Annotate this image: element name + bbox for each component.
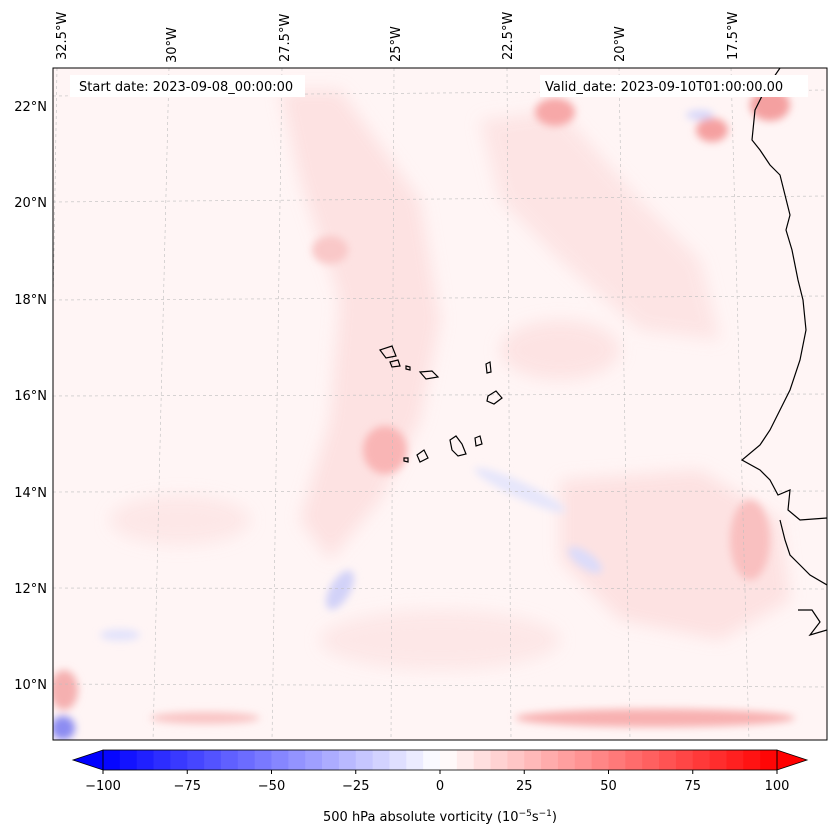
colorbar-cell	[103, 750, 121, 770]
colorbar-cell	[322, 750, 340, 770]
colorbar-cell	[288, 750, 306, 770]
colorbar-cell	[423, 750, 441, 770]
colorbar-cell	[574, 750, 593, 770]
lon-label-32-5: 32.5°W	[55, 12, 70, 60]
colorbar-low-extend	[71, 749, 104, 771]
colorbar-cell	[355, 750, 374, 770]
colorbar-cells	[103, 750, 778, 770]
colorbar-cell	[541, 750, 559, 770]
colorbar-cell	[625, 750, 643, 770]
colorbar-cell	[608, 750, 626, 770]
colorbar-cell	[271, 750, 289, 770]
start-date-box	[70, 75, 305, 97]
lat-label-10: 10°N	[14, 678, 47, 693]
colorbar-cell	[507, 750, 525, 770]
colorbar-cell	[456, 750, 475, 770]
colorbar-cell	[305, 750, 323, 770]
lat-label-12: 12°N	[14, 582, 47, 597]
map-frame	[52, 67, 828, 741]
latitude-labels: 22°N 20°N 18°N 16°N 14°N 12°N 10°N	[14, 100, 47, 693]
colorbar-tick-label: 50	[600, 779, 617, 794]
colorbar-cell	[709, 750, 728, 770]
vorticity-field: Start date: 2023-09-08_00:00:00 Valid_da…	[53, 68, 827, 740]
colorbar-cell	[490, 750, 508, 770]
colorbar-cell	[760, 750, 778, 770]
colorbar-ticks: −100 −75 −50 −25 0 25 50 75 100	[85, 770, 789, 794]
colorbar-cell	[153, 750, 171, 770]
colorbar-cell	[692, 750, 711, 770]
colorbar-tick-label: −25	[342, 779, 369, 794]
colorbar-cell	[557, 750, 576, 770]
colorbar-tick-label: −50	[258, 779, 285, 794]
gridlines	[53, 68, 827, 740]
colorbar-cell	[440, 750, 458, 770]
colorbar-tick-label: 25	[516, 779, 533, 794]
colorbar-tick-label: 75	[684, 779, 701, 794]
colorbar-cell	[406, 750, 424, 770]
valid-date-label: Valid_date: 2023-09-10T01:00:00.00	[545, 80, 783, 95]
colorbar-cell	[659, 750, 677, 770]
lon-label-20: 20°W	[613, 26, 628, 62]
valid-date-box	[540, 75, 808, 97]
colorbar-cell	[642, 750, 660, 770]
colorbar-tick-label: −75	[174, 779, 201, 794]
colorbar-cell	[204, 750, 222, 770]
colorbar-cell	[220, 750, 239, 770]
colorbar-cell	[338, 750, 357, 770]
colorbar-cell	[743, 750, 761, 770]
colorbar-cell	[237, 750, 256, 770]
lon-label-30: 30°W	[165, 27, 180, 63]
colorbar-cell	[591, 750, 610, 770]
lat-label-22: 22°N	[14, 100, 47, 115]
longitude-labels: 32.5°W 30°W 27.5°W 25°W 22.5°W 20°W 17.5…	[55, 12, 741, 63]
colorbar-cell	[372, 750, 391, 770]
colorbar-tick-label: 0	[436, 779, 444, 794]
colorbar-cell	[170, 750, 188, 770]
colorbar-cell	[119, 750, 138, 770]
start-date-label: Start date: 2023-09-08_00:00:00	[79, 80, 293, 95]
lat-label-20: 20°N	[14, 196, 47, 211]
colorbar-cell	[389, 750, 407, 770]
colorbar: −100 −75 −50 −25 0 25 50 75 100 500 hPa absolute…	[71, 749, 809, 825]
lon-label-22-5: 22.5°W	[501, 12, 516, 60]
coastline	[379, 68, 827, 637]
colorbar-cell	[187, 750, 205, 770]
colorbar-cell	[675, 750, 694, 770]
colorbar-cell	[254, 750, 273, 770]
lon-label-27-5: 27.5°W	[278, 14, 293, 62]
colorbar-label: 500 hPa absolute vorticity (10−5s−1)	[323, 809, 557, 825]
lon-label-17-5: 17.5°W	[726, 12, 741, 60]
colorbar-cell	[726, 750, 744, 770]
colorbar-tick-label: 100	[765, 779, 790, 794]
colorbar-cell	[473, 750, 492, 770]
lat-label-14: 14°N	[14, 486, 47, 501]
colorbar-cell	[136, 750, 155, 770]
lon-label-25: 25°W	[389, 26, 404, 62]
colorbar-tick-label: −100	[85, 779, 121, 794]
colorbar-high-extend	[776, 749, 809, 771]
lat-label-16: 16°N	[14, 389, 47, 404]
lat-label-18: 18°N	[14, 293, 47, 308]
colorbar-cell	[524, 750, 542, 770]
